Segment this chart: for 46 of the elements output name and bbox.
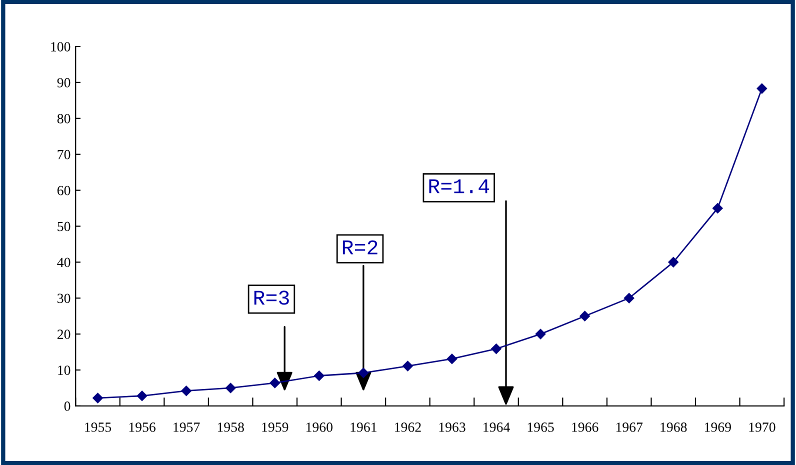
x-tick-label: 1961 <box>350 422 376 432</box>
x-tick-label: 1956 <box>129 422 156 432</box>
point <box>712 203 723 214</box>
point <box>756 83 768 94</box>
x-tick-label: 1969 <box>704 422 731 432</box>
point <box>358 368 369 378</box>
point <box>580 310 590 322</box>
y-tick-label: 70 <box>58 150 70 160</box>
y-tick-label: 20 <box>57 330 70 340</box>
x-tick-label: 1959 <box>262 422 288 432</box>
point <box>136 390 148 401</box>
x-tick-label: 1968 <box>660 422 687 432</box>
x-tick-label: 1958 <box>218 422 244 432</box>
point <box>535 328 546 340</box>
y-tick-label: 10 <box>58 366 70 375</box>
x-tick-label: 1960 <box>306 422 333 432</box>
y-tick-label: 0 <box>64 402 70 411</box>
y-tick-label: 100 <box>51 42 70 52</box>
point <box>225 382 236 394</box>
y-tick-label: 50 <box>58 222 70 232</box>
x-tick-label: 1970 <box>749 422 776 432</box>
y-tick-label: 30 <box>58 294 70 304</box>
annotation: R=2 <box>342 240 378 254</box>
point <box>181 386 192 396</box>
y-tick-label: 40 <box>57 258 70 268</box>
x-tick-label: 1963 <box>439 422 466 432</box>
point <box>446 354 458 364</box>
annotation: R=1.4 <box>429 179 490 194</box>
y-tick-label: 90 <box>57 78 70 88</box>
point <box>92 392 103 404</box>
y-tick-label: 60 <box>57 186 70 196</box>
x-tick-label: 1967 <box>616 422 643 432</box>
point <box>491 344 502 354</box>
annotation: R=3 <box>254 290 289 305</box>
x-tick-label: 1965 <box>528 422 554 432</box>
x-tick-label: 1964 <box>484 422 510 432</box>
point <box>624 292 634 304</box>
x-tick-label: 1962 <box>395 422 421 432</box>
x-tick-label: 1966 <box>572 422 598 432</box>
point <box>314 370 324 381</box>
x-tick-label: 1955 <box>85 422 112 432</box>
y-tick-label: 80 <box>57 114 70 124</box>
point <box>668 257 678 268</box>
x-tick-label: 1957 <box>174 422 200 432</box>
point <box>270 378 280 388</box>
point <box>402 360 413 372</box>
